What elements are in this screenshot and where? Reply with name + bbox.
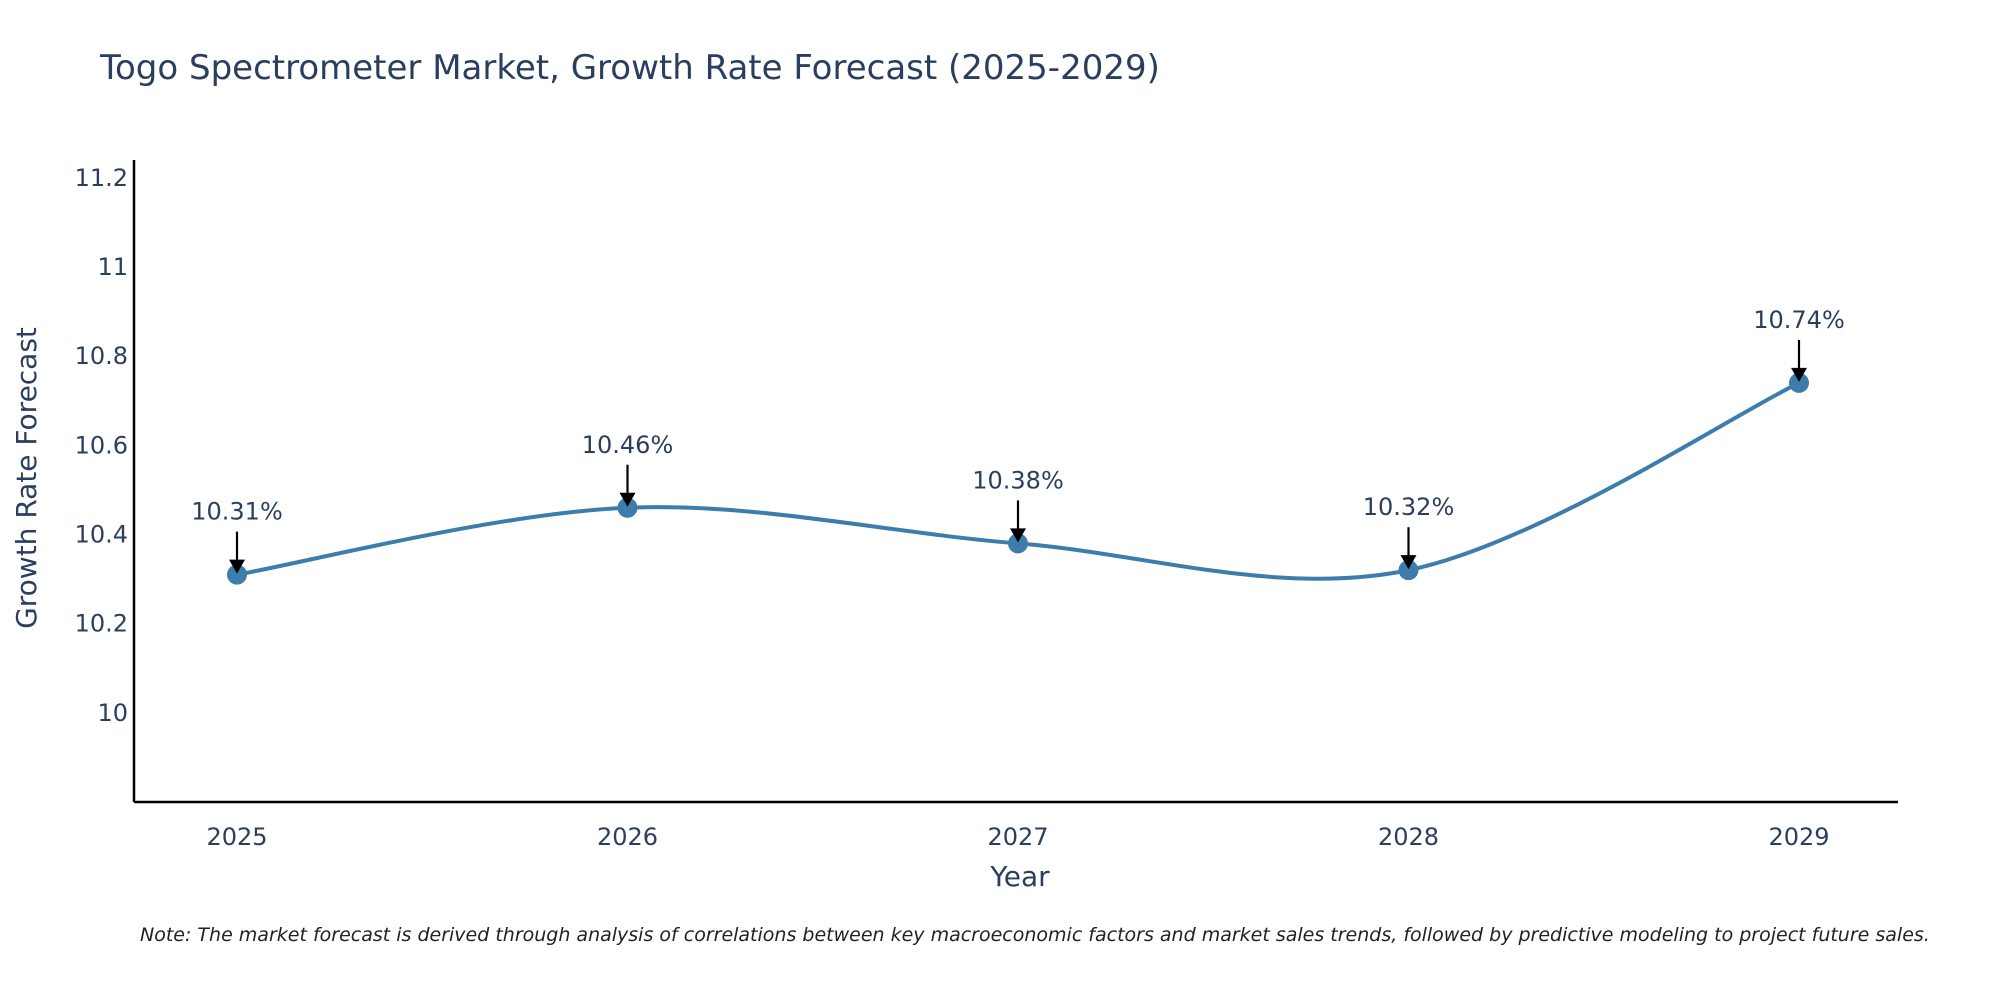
data-point — [1398, 560, 1419, 581]
x-tick-label: 2028 — [1378, 823, 1439, 851]
data-point — [617, 497, 638, 518]
data-point — [227, 564, 247, 585]
annotation-arrowhead — [229, 559, 245, 574]
series-markers — [227, 372, 1809, 585]
data-label: 10.46% — [582, 431, 674, 459]
data-label: 10.32% — [1363, 493, 1455, 521]
x-tick-label: 2026 — [597, 823, 658, 851]
chart-title: Togo Spectrometer Market, Growth Rate Fo… — [99, 48, 1160, 88]
annotation-arrowhead — [619, 492, 636, 507]
data-label: 10.31% — [191, 498, 283, 526]
annotation-arrowhead — [1400, 555, 1417, 570]
y-tick-label: 11 — [97, 253, 128, 281]
y-axis-title: Growth Rate Forecast — [10, 327, 43, 629]
x-tick-label: 2029 — [1768, 823, 1829, 851]
footnote: Note: The market forecast is derived thr… — [140, 924, 1930, 946]
y-tick-label: 10.2 — [75, 610, 128, 638]
x-tick-label: 2025 — [206, 823, 267, 851]
x-tick-label: 2027 — [987, 823, 1048, 851]
x-axis-title: Year — [989, 860, 1050, 893]
data-point — [1789, 372, 1809, 393]
x-axis-ticks: 2025 2026 2027 2028 2029 — [206, 823, 1829, 851]
data-label: 10.38% — [972, 466, 1064, 494]
y-tick-label: 10 — [97, 699, 128, 727]
y-tick-label: 10.4 — [75, 521, 128, 549]
data-label-annotations: 10.31% 10.46% 10.38% 10.32% 10.74% — [191, 306, 1845, 574]
data-point — [1008, 533, 1028, 554]
annotation-arrowhead — [1791, 367, 1807, 382]
y-tick-label: 11.2 — [75, 164, 128, 192]
annotation-arrowhead — [1010, 528, 1026, 543]
y-tick-label: 10.6 — [75, 431, 128, 459]
y-tick-label: 10.8 — [75, 342, 128, 370]
data-label: 10.74% — [1753, 306, 1845, 334]
y-axis-ticks: 10 10.2 10.4 10.6 10.8 11 11.2 — [75, 164, 128, 727]
